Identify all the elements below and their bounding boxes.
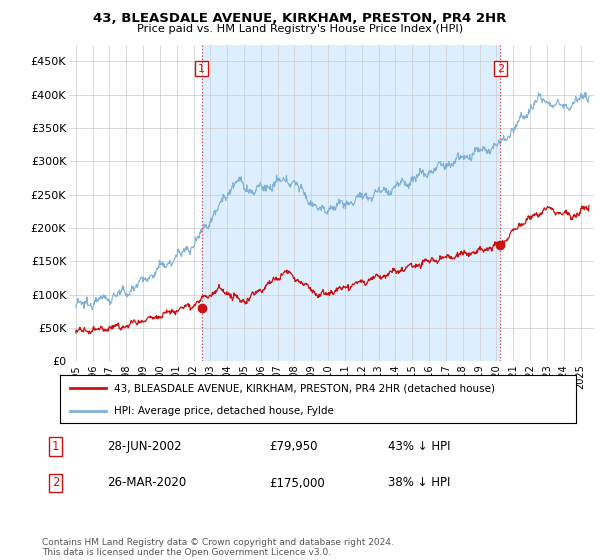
Text: 43, BLEASDALE AVENUE, KIRKHAM, PRESTON, PR4 2HR (detached house): 43, BLEASDALE AVENUE, KIRKHAM, PRESTON, …: [114, 383, 495, 393]
Text: 1: 1: [52, 440, 59, 453]
Text: £175,000: £175,000: [269, 477, 325, 489]
Text: £79,950: £79,950: [269, 440, 317, 453]
Text: 2: 2: [497, 63, 504, 73]
Text: 43% ↓ HPI: 43% ↓ HPI: [388, 440, 450, 453]
Text: 26-MAR-2020: 26-MAR-2020: [107, 477, 186, 489]
Text: 38% ↓ HPI: 38% ↓ HPI: [388, 477, 450, 489]
Text: 2: 2: [52, 477, 59, 489]
Text: 28-JUN-2002: 28-JUN-2002: [107, 440, 181, 453]
Text: Price paid vs. HM Land Registry's House Price Index (HPI): Price paid vs. HM Land Registry's House …: [137, 24, 463, 34]
Text: 1: 1: [198, 63, 205, 73]
Bar: [202, 45, 500, 361]
Text: Contains HM Land Registry data © Crown copyright and database right 2024.
This d: Contains HM Land Registry data © Crown c…: [42, 538, 394, 557]
Text: HPI: Average price, detached house, Fylde: HPI: Average price, detached house, Fyld…: [114, 406, 334, 416]
Text: 43, BLEASDALE AVENUE, KIRKHAM, PRESTON, PR4 2HR: 43, BLEASDALE AVENUE, KIRKHAM, PRESTON, …: [94, 12, 506, 25]
